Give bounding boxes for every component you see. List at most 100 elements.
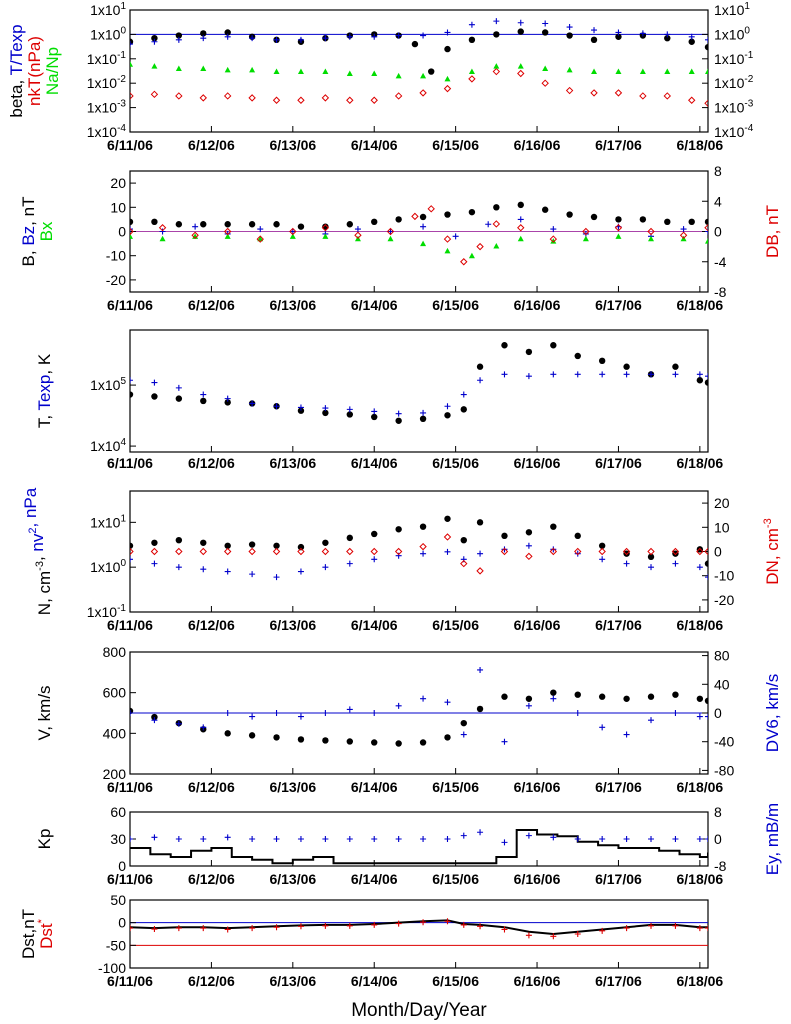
data-point-T-0-16 — [501, 342, 508, 349]
data-point-N-0-9 — [346, 534, 354, 542]
data-point-B-0-13 — [444, 211, 451, 218]
data-point-B-0-19 — [590, 213, 598, 221]
data-point-beta-3-0 — [130, 61, 133, 67]
data-point-T-0-12 — [419, 415, 427, 423]
series-group-N — [130, 515, 708, 581]
data-point-beta-1-8 — [322, 35, 329, 42]
data-point-Dst-1-1 — [151, 926, 158, 933]
data-point-Dst-1-4 — [224, 926, 231, 933]
data-point-B-0-18 — [566, 211, 573, 218]
data-point-N-2-12 — [419, 542, 427, 551]
data-point-B-1-13 — [550, 226, 557, 233]
data-point-V-0-22 — [647, 693, 655, 700]
data-point-Kp-1-5 — [249, 836, 256, 842]
data-point-T-1-4 — [224, 395, 231, 402]
x-tick-label-V-5: 6/16/06 — [514, 779, 561, 795]
data-point-B-3-1 — [158, 224, 167, 232]
data-point-B-2-1 — [159, 235, 166, 242]
data-point-T-0-1 — [151, 393, 158, 400]
x-tick-label-N-2: 6/13/06 — [269, 617, 316, 633]
data-point-Kp-1-2 — [175, 836, 182, 842]
svg-text:-10: -10 — [106, 248, 126, 264]
svg-text:1x104: 1x104 — [90, 437, 126, 454]
data-point-V-1-21 — [623, 731, 630, 738]
data-point-beta-1-14 — [468, 21, 475, 28]
plot-frame-Dst — [129, 899, 709, 969]
y2-axis-label-N: DN, cm-3 — [762, 518, 782, 584]
svg-text:-8: -8 — [714, 284, 727, 300]
data-point-Kp-1-1 — [151, 834, 158, 841]
data-point-N-0-17 — [525, 529, 533, 536]
y2-tick-label-V-3: -40 — [714, 734, 734, 750]
y-tick-label-V-1: 600 — [103, 685, 127, 701]
data-point-Dst-1-12 — [420, 919, 427, 926]
x-tick-label-B-2: 6/13/06 — [269, 297, 316, 313]
data-point-beta-0-19 — [566, 32, 573, 39]
data-point-beta-2-5 — [248, 94, 256, 102]
data-point-T-0-18 — [550, 342, 557, 349]
data-point-B-3-10 — [427, 205, 435, 213]
data-point-beta-2-10 — [370, 96, 378, 104]
data-point-beta-1-15 — [493, 18, 500, 25]
data-point-Dst-1-14 — [460, 921, 467, 928]
data-point-V-1-9 — [346, 706, 353, 713]
data-point-T-0-24 — [696, 377, 704, 384]
data-point-T-1-9 — [346, 406, 353, 413]
x-tick-label-V-1: 6/12/06 — [188, 779, 235, 795]
svg-text:800: 800 — [103, 644, 127, 660]
data-point-beta-0-23 — [664, 34, 671, 42]
data-point-Kp-1-3 — [200, 836, 207, 842]
data-point-N-0-14 — [460, 536, 467, 544]
data-point-V-0-1 — [151, 713, 158, 721]
data-point-N-0-3 — [200, 539, 207, 546]
data-point-Kp-1-24 — [696, 836, 703, 842]
plot-frame-Kp — [129, 811, 709, 867]
x-tick-label-Kp-0: 6/11/06 — [107, 871, 153, 887]
svg-text:50: 50 — [110, 892, 126, 908]
data-point-B-0-6 — [273, 221, 280, 228]
data-point-Kp-1-12 — [420, 836, 427, 842]
data-point-beta-2-12 — [419, 89, 427, 97]
y-tick-label-V-0: 800 — [103, 644, 127, 660]
y-axis-label-T-0: T, Texp, K — [35, 353, 54, 428]
data-point-beta-2-6 — [272, 96, 281, 104]
svg-text:60: 60 — [110, 804, 126, 820]
data-point-Kp-1-17 — [525, 832, 532, 839]
data-point-B-0-16 — [517, 201, 524, 209]
y-axis-label-B-1: Bx — [37, 221, 56, 241]
data-point-beta-3-6 — [273, 68, 280, 75]
data-point-N-0-6 — [273, 542, 280, 549]
panel-Kp: 60 30 0 8 0 -8 6/11/06 6/12/06 6/13/06 6/14/06 6/1… — [35, 803, 782, 887]
data-point-beta-2-21 — [639, 92, 647, 100]
data-point-beta-2-11 — [394, 92, 403, 100]
data-point-Kp-1-6 — [273, 836, 280, 842]
data-point-Kp-1-21 — [623, 836, 630, 842]
y-tick-label-Dst-3: -100 — [98, 960, 126, 976]
data-point-beta-0-15 — [468, 36, 476, 44]
data-point-B-1-7 — [354, 226, 361, 233]
data-point-beta-0-2 — [175, 32, 183, 39]
data-point-B-1-10 — [452, 233, 459, 240]
data-point-Dst-1-19 — [574, 931, 581, 937]
y2-tick-label-N-0: 20 — [714, 495, 730, 511]
svg-text:1x10-3: 1x10-3 — [87, 99, 127, 116]
data-point-N-1-13 — [444, 548, 451, 555]
data-point-V-1-15 — [477, 666, 484, 673]
svg-text:0: 0 — [118, 915, 126, 931]
data-point-Kp-1-11 — [395, 836, 402, 842]
data-point-Dst-1-17 — [525, 932, 532, 939]
data-point-B-2-11 — [468, 252, 475, 259]
data-point-beta-1-0 — [130, 41, 133, 48]
data-point-N-0-25 — [704, 560, 708, 567]
data-point-beta-0-25 — [704, 43, 708, 51]
data-point-Dst-1-2 — [175, 925, 182, 932]
data-point-B-2-10 — [444, 247, 451, 254]
data-point-B-3-3 — [223, 227, 232, 236]
svg-text:1x10-4: 1x10-4 — [714, 123, 754, 140]
svg-text:-8: -8 — [714, 858, 727, 874]
plot-frame-beta — [129, 9, 709, 133]
plot-frame-N — [129, 490, 709, 613]
y-axis-label-beta-2: Na/Np — [43, 47, 62, 95]
data-point-B-2-19 — [705, 238, 708, 244]
data-point-Kp-1-14 — [460, 832, 467, 839]
